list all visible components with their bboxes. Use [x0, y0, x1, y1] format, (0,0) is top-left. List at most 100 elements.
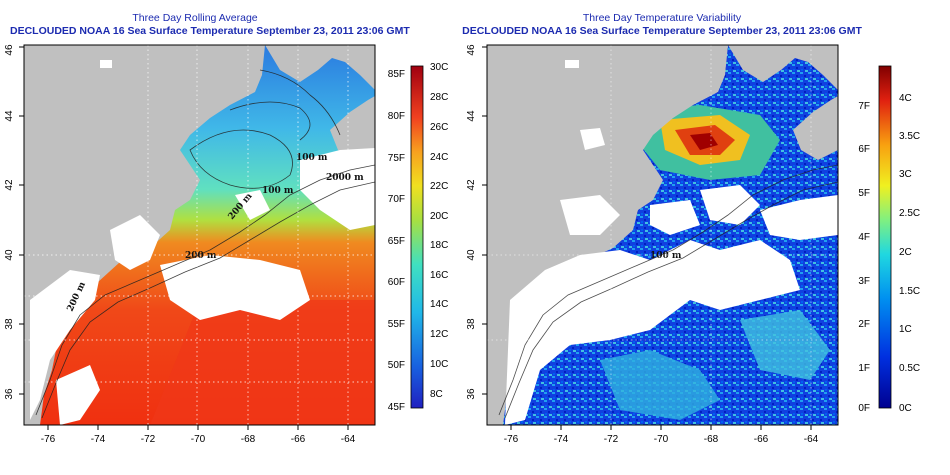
left-x-tick-5: -68 [241, 434, 256, 445]
left-x-axis: -76 -74 -72 -70 -68 -66 -64 [41, 425, 356, 445]
left-cb-f-3: 75F [388, 153, 405, 164]
right-cb-c-3: 3C [899, 169, 912, 180]
right-cb-f-3: 5F [858, 188, 870, 199]
left-map-frame [23, 44, 376, 426]
right-cb-c-2: 3.5C [899, 131, 920, 142]
right-x-tick-2: -74 [554, 434, 569, 445]
right-cb-f-4: 4F [858, 232, 870, 243]
left-cb-c-8: 16C [430, 270, 448, 281]
right-cb-c-1: 4C [899, 93, 912, 104]
left-contour-label-5: 200 m [185, 251, 217, 261]
left-contour-label-2: 100 m [262, 186, 294, 196]
left-cb-f-7: 55F [388, 319, 405, 330]
left-x-tick-6: -66 [291, 434, 306, 445]
left-x-tick-2: -74 [91, 434, 106, 445]
right-cloud-mask [505, 60, 838, 425]
left-land-coast [24, 45, 375, 425]
right-land-novascotia [793, 96, 838, 160]
left-y-tick-5: 44 [4, 110, 15, 122]
left-x-tick-3: -72 [141, 434, 156, 445]
right-x-tick-5: -68 [704, 434, 719, 445]
right-cb-c-7: 1C [899, 324, 912, 335]
left-cb-f-4: 70F [388, 194, 405, 205]
left-contour-label-3: 2000 m [326, 173, 364, 183]
right-x-tick-7: -64 [804, 434, 819, 445]
left-cb-f-2: 80F [388, 111, 405, 122]
right-x-tick-6: -66 [754, 434, 769, 445]
left-subtitle: DECLOUDED NOAA 16 Sea Surface Temperatur… [10, 25, 410, 37]
left-land-novascotia [330, 96, 375, 160]
right-title: Three Day Temperature Variability [582, 12, 742, 24]
left-map: 100 m 100 m 2000 m 200 m 200 m 200 m [24, 45, 375, 425]
left-title: Three Day Rolling Average [132, 12, 258, 24]
left-cb-c-7: 18C [430, 240, 448, 251]
right-colorbar-gradient [878, 65, 892, 409]
right-cb-f-5: 3F [858, 276, 870, 287]
right-subtitle: DECLOUDED NOAA 16 Sea Surface Temperatur… [462, 25, 862, 37]
right-cb-c-4: 2.5C [899, 208, 920, 219]
left-colorbar: 85F 80F 75F 70F 65F 60F 55F 50F 45F 30C … [388, 62, 449, 413]
left-colorbar-gradient [410, 65, 424, 409]
right-cb-c-8: 0.5C [899, 363, 920, 374]
left-cb-c-9: 14C [430, 299, 448, 310]
left-cb-f-6: 60F [388, 277, 405, 288]
left-cb-f-9: 45F [388, 402, 405, 413]
left-cb-c-11: 10C [430, 359, 448, 370]
right-y-tick-3: 40 [466, 249, 477, 261]
left-y-tick-6: 46 [4, 44, 15, 56]
left-y-axis: 36 38 40 42 44 46 [4, 44, 24, 400]
left-y-tick-1: 36 [4, 388, 15, 400]
left-cb-c-4: 24C [430, 152, 448, 163]
right-colorbar-f-labels: 7F 6F 5F 4F 3F 2F 1F 0F [858, 101, 870, 414]
left-cb-c-6: 20C [430, 211, 448, 222]
right-colorbar-c-labels: 4C 3.5C 3C 2.5C 2C 1.5C 1C 0.5C 0C [899, 93, 920, 414]
right-colorbar: 7F 6F 5F 4F 3F 2F 1F 0F 4C 3.5C 3C 2.5C … [858, 65, 920, 414]
left-cb-c-10: 12C [430, 329, 448, 340]
right-x-axis: -76 -74 -72 -70 -68 -66 -64 [504, 425, 819, 445]
right-x-tick-1: -76 [504, 434, 519, 445]
left-contour-label-1: 100 m [296, 153, 328, 163]
left-cb-f-1: 85F [388, 69, 405, 80]
left-cb-c-1: 30C [430, 62, 448, 73]
left-colorbar-c-labels: 30C 28C 26C 24C 22C 20C 18C 16C 14C 12C … [430, 62, 448, 400]
right-contour-label-1: 100 m [650, 251, 682, 261]
right-cb-f-2: 6F [858, 144, 870, 155]
left-cb-c-3: 26C [430, 122, 448, 133]
left-y-tick-3: 40 [4, 249, 15, 261]
left-x-tick-4: -70 [191, 434, 206, 445]
right-cb-c-6: 1.5C [899, 286, 920, 297]
left-cb-c-12: 8C [430, 389, 443, 400]
right-x-tick-4: -70 [654, 434, 669, 445]
right-title-block: Three Day Temperature Variability DECLOU… [462, 12, 862, 38]
right-y-tick-1: 36 [466, 388, 477, 400]
right-high-variability [560, 90, 830, 420]
left-y-tick-2: 38 [4, 318, 15, 330]
left-cb-c-5: 22C [430, 181, 448, 192]
right-x-tick-3: -72 [604, 434, 619, 445]
left-cb-f-5: 65F [388, 236, 405, 247]
right-cb-f-1: 7F [858, 101, 870, 112]
left-sea-warm-patch [150, 300, 375, 425]
right-cb-f-7: 1F [858, 363, 870, 374]
right-cb-f-6: 2F [858, 319, 870, 330]
right-y-tick-6: 46 [466, 44, 477, 56]
right-y-tick-5: 44 [466, 110, 477, 122]
left-cloud-mask [30, 60, 375, 425]
right-cb-c-9: 0C [899, 403, 912, 414]
left-y-tick-4: 42 [4, 179, 15, 191]
right-y-axis: 36 38 40 42 44 46 [466, 44, 487, 400]
right-grid [487, 45, 838, 425]
left-colorbar-f-labels: 85F 80F 75F 70F 65F 60F 55F 50F 45F [388, 69, 405, 413]
right-land-coast [487, 45, 838, 425]
right-cb-c-5: 2C [899, 247, 912, 258]
left-cb-f-8: 50F [388, 360, 405, 371]
right-map: 100 m [487, 45, 838, 425]
right-map-frame [486, 44, 839, 426]
right-cb-f-8: 0F [858, 403, 870, 414]
left-x-tick-7: -64 [341, 434, 356, 445]
left-x-tick-1: -76 [41, 434, 56, 445]
left-grid [24, 45, 375, 425]
right-y-tick-4: 42 [466, 179, 477, 191]
right-y-tick-2: 38 [466, 318, 477, 330]
